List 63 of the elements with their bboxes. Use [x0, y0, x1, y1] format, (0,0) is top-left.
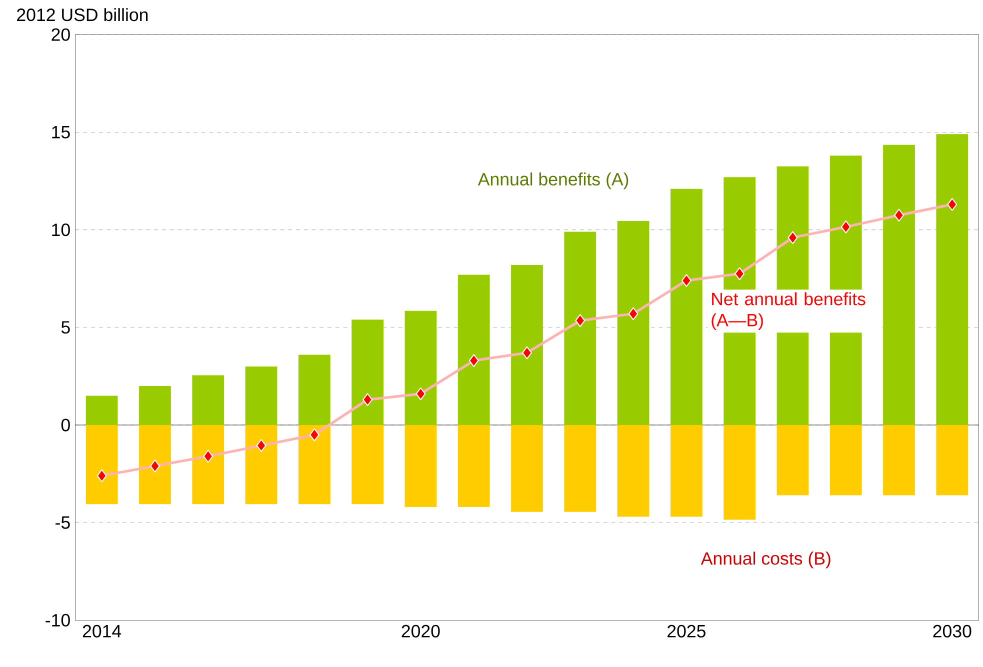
bar	[458, 274, 490, 426]
bar	[936, 425, 968, 496]
bar	[830, 425, 862, 496]
y-tick-label: -5	[56, 516, 70, 529]
x-tick-label: 2020	[402, 625, 440, 638]
bar	[245, 425, 278, 504]
bar	[617, 425, 650, 517]
point	[150, 460, 160, 473]
y-tick-label: 20	[52, 28, 70, 42]
bar	[776, 425, 809, 496]
bar	[86, 425, 118, 504]
point	[309, 428, 320, 442]
bar	[511, 265, 543, 426]
bar	[404, 425, 437, 508]
point	[256, 439, 266, 452]
point	[947, 198, 958, 212]
bar	[352, 320, 384, 426]
point	[894, 208, 904, 222]
bar	[139, 425, 171, 504]
bar	[139, 386, 171, 426]
point	[468, 354, 479, 368]
point	[628, 307, 638, 320]
bar	[245, 366, 278, 426]
bar	[298, 354, 330, 426]
point	[734, 267, 745, 280]
bar	[564, 232, 596, 426]
y-tick-label: 0	[61, 418, 70, 432]
point	[681, 274, 692, 288]
bar	[883, 145, 915, 426]
bar	[670, 188, 702, 426]
series-label: Net annual benefits (A—B)	[712, 292, 866, 330]
x-tick-label: 2030	[933, 625, 972, 638]
x-tick-label: 2014	[82, 625, 122, 638]
y-tick-label: -10	[46, 614, 70, 627]
series-label: Annual benefits (A)	[478, 172, 628, 190]
point	[96, 469, 107, 482]
bar	[511, 425, 543, 512]
bar	[192, 375, 224, 426]
point	[575, 314, 586, 328]
point	[840, 220, 851, 234]
bar	[617, 221, 650, 426]
x-tick-label: 2025	[668, 625, 706, 638]
bar	[670, 425, 702, 517]
y-tick-label: 10	[52, 224, 70, 236]
series-label: Annual costs (B)	[700, 552, 830, 568]
point	[788, 231, 798, 244]
bar	[192, 425, 224, 504]
point	[362, 393, 373, 406]
point	[416, 387, 426, 400]
bar	[458, 425, 490, 508]
bar	[404, 310, 437, 426]
bar	[936, 134, 968, 426]
y-tick-label: 5	[61, 321, 70, 334]
bar	[298, 425, 330, 504]
bar	[86, 396, 118, 426]
bar	[564, 425, 596, 512]
bar	[352, 425, 384, 504]
y-tick-label: 15	[52, 126, 70, 139]
bar	[724, 425, 756, 520]
point	[522, 346, 532, 360]
y-axis-title: 2012 USD billion	[17, 8, 148, 22]
bar	[883, 425, 915, 496]
point	[203, 450, 214, 463]
